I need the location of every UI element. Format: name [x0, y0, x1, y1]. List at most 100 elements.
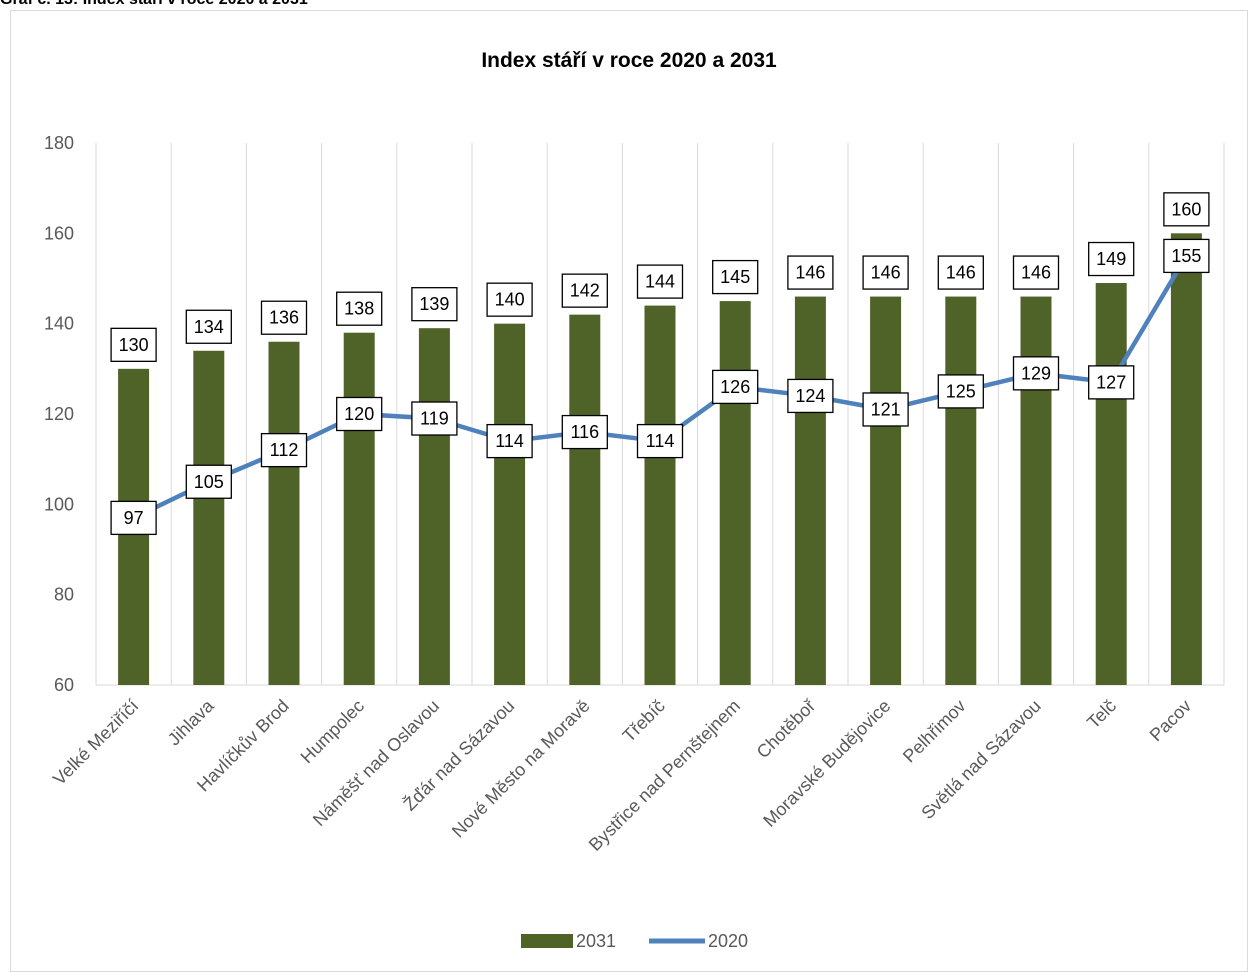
y-tick-label: 180 — [44, 133, 74, 153]
data-label-2020: 121 — [862, 392, 909, 427]
data-label-2020-box — [636, 423, 684, 459]
data-label-2020-box — [787, 378, 834, 414]
data-label-2020: 114 — [486, 423, 533, 459]
x-category-label: Moravské Budějovice — [759, 696, 894, 831]
bar-2031 — [418, 328, 450, 685]
data-label-2031-box — [1163, 192, 1210, 227]
data-label-2020-text: 126 — [720, 377, 750, 397]
data-label-2020-text: 114 — [646, 431, 675, 451]
data-label-2020-text: 127 — [1096, 372, 1126, 392]
data-label-2031-box — [636, 264, 684, 299]
x-category-label: Třebíč — [619, 696, 669, 746]
bar-2031 — [569, 314, 601, 685]
data-label-2020: 125 — [937, 374, 984, 409]
bar-2031 — [494, 323, 526, 685]
data-labels: 130 134 136 138 139 140 142 144 145 146 146 146 146 1… — [110, 192, 1210, 536]
data-label-2020-box — [1012, 356, 1060, 391]
bar-2031 — [870, 296, 902, 685]
data-label-2020-text: 125 — [946, 381, 976, 401]
data-label-2031: 160 — [1163, 192, 1210, 227]
data-label-2020: 119 — [411, 401, 458, 436]
x-category-label: Velké Meziříčí — [49, 696, 142, 789]
data-label-2020-box — [110, 500, 157, 536]
x-category-label: Náměšť nad Oslavou — [309, 696, 443, 830]
data-label-2031-box — [712, 259, 759, 295]
data-label-2020-text: 119 — [420, 409, 449, 429]
data-label-2031: 136 — [260, 300, 308, 335]
y-axis: 60 80 100 120 140 160 180 — [44, 133, 74, 695]
data-label-2020-box — [1163, 238, 1210, 274]
data-label-2020: 127 — [1088, 365, 1135, 400]
x-category-label: Telč — [1083, 696, 1120, 733]
data-label-2020: 120 — [336, 396, 383, 432]
x-category-label: Nové Město na Moravě — [448, 696, 594, 842]
bar-2031 — [343, 332, 375, 685]
data-label-2020-box — [561, 414, 608, 450]
data-label-2020: 112 — [260, 432, 308, 468]
data-label-2020-box — [486, 423, 533, 459]
data-label-2020: 114 — [636, 423, 684, 459]
data-label-2020: 116 — [561, 414, 608, 450]
data-label-2031: 146 — [937, 255, 984, 290]
data-label-2031: 146 — [862, 255, 909, 290]
legend-label-2020: 2020 — [708, 931, 748, 951]
x-category-label: Jihlava — [164, 695, 218, 749]
data-label-2020-box — [260, 432, 308, 468]
x-category-label: Chotěboř — [753, 695, 820, 762]
data-label-2031-text: 146 — [871, 263, 901, 283]
data-label-2020-text: 120 — [344, 404, 374, 424]
data-label-2020-box — [185, 464, 232, 499]
data-label-2031-text: 145 — [720, 267, 750, 287]
y-tick-label: 100 — [44, 494, 74, 514]
data-label-2031: 139 — [411, 287, 458, 322]
data-label-2020-text: 97 — [124, 508, 144, 528]
bars-2031 — [118, 233, 1202, 686]
bar-2031 — [193, 350, 225, 685]
y-tick-label: 80 — [54, 585, 74, 605]
x-category-label: Humpolec — [297, 696, 368, 767]
data-label-2031-box — [561, 273, 608, 308]
data-label-2031-text: 149 — [1096, 249, 1126, 269]
bar-2031 — [1020, 296, 1052, 685]
y-tick-label: 60 — [54, 675, 74, 695]
data-label-2020-box — [336, 396, 383, 432]
data-label-2031: 134 — [185, 309, 232, 344]
data-label-2031-text: 140 — [495, 290, 525, 310]
bar-2031 — [1095, 283, 1127, 685]
data-label-2031: 144 — [636, 264, 684, 299]
x-category-label: Pacov — [1146, 696, 1196, 746]
data-label-2031: 145 — [712, 259, 759, 295]
data-label-2031-box — [260, 300, 308, 335]
data-label-2031-text: 146 — [795, 263, 825, 283]
bar-2031 — [268, 341, 300, 685]
y-tick-label: 120 — [44, 404, 74, 424]
data-label-2031-text: 146 — [946, 263, 976, 283]
data-label-2020-box — [937, 374, 984, 409]
data-label-2031: 146 — [1012, 255, 1060, 290]
data-label-2031-text: 130 — [119, 335, 149, 355]
legend-label-2031: 2031 — [576, 931, 616, 951]
data-label-2031-box — [486, 282, 533, 317]
bar-2031 — [794, 296, 826, 685]
data-label-2031-text: 142 — [570, 281, 600, 301]
legend: 2031 2020 — [521, 931, 748, 951]
data-label-2020-box — [1088, 365, 1135, 400]
data-label-2020-text: 129 — [1021, 363, 1051, 383]
data-label-2020-text: 105 — [194, 472, 224, 492]
data-label-2031-box — [185, 309, 232, 344]
data-label-2020-box — [712, 369, 759, 405]
data-label-2031: 149 — [1088, 241, 1135, 277]
y-tick-label: 140 — [44, 314, 74, 334]
data-label-2020-text: 112 — [270, 440, 299, 460]
data-label-2031-text: 134 — [194, 317, 224, 337]
chart-title: Index stáří v roce 2020 a 2031 — [481, 49, 777, 72]
data-label-2031-box — [787, 255, 834, 290]
data-label-2020-text: 116 — [570, 422, 599, 442]
data-label-2020-text: 155 — [1171, 246, 1201, 266]
x-category-label: Bystřice nad Pernštejnem — [585, 696, 744, 855]
bar-2031 — [1170, 233, 1202, 686]
x-category-label: Pelhřimov — [899, 696, 970, 767]
data-label-2031-text: 144 — [645, 272, 675, 292]
